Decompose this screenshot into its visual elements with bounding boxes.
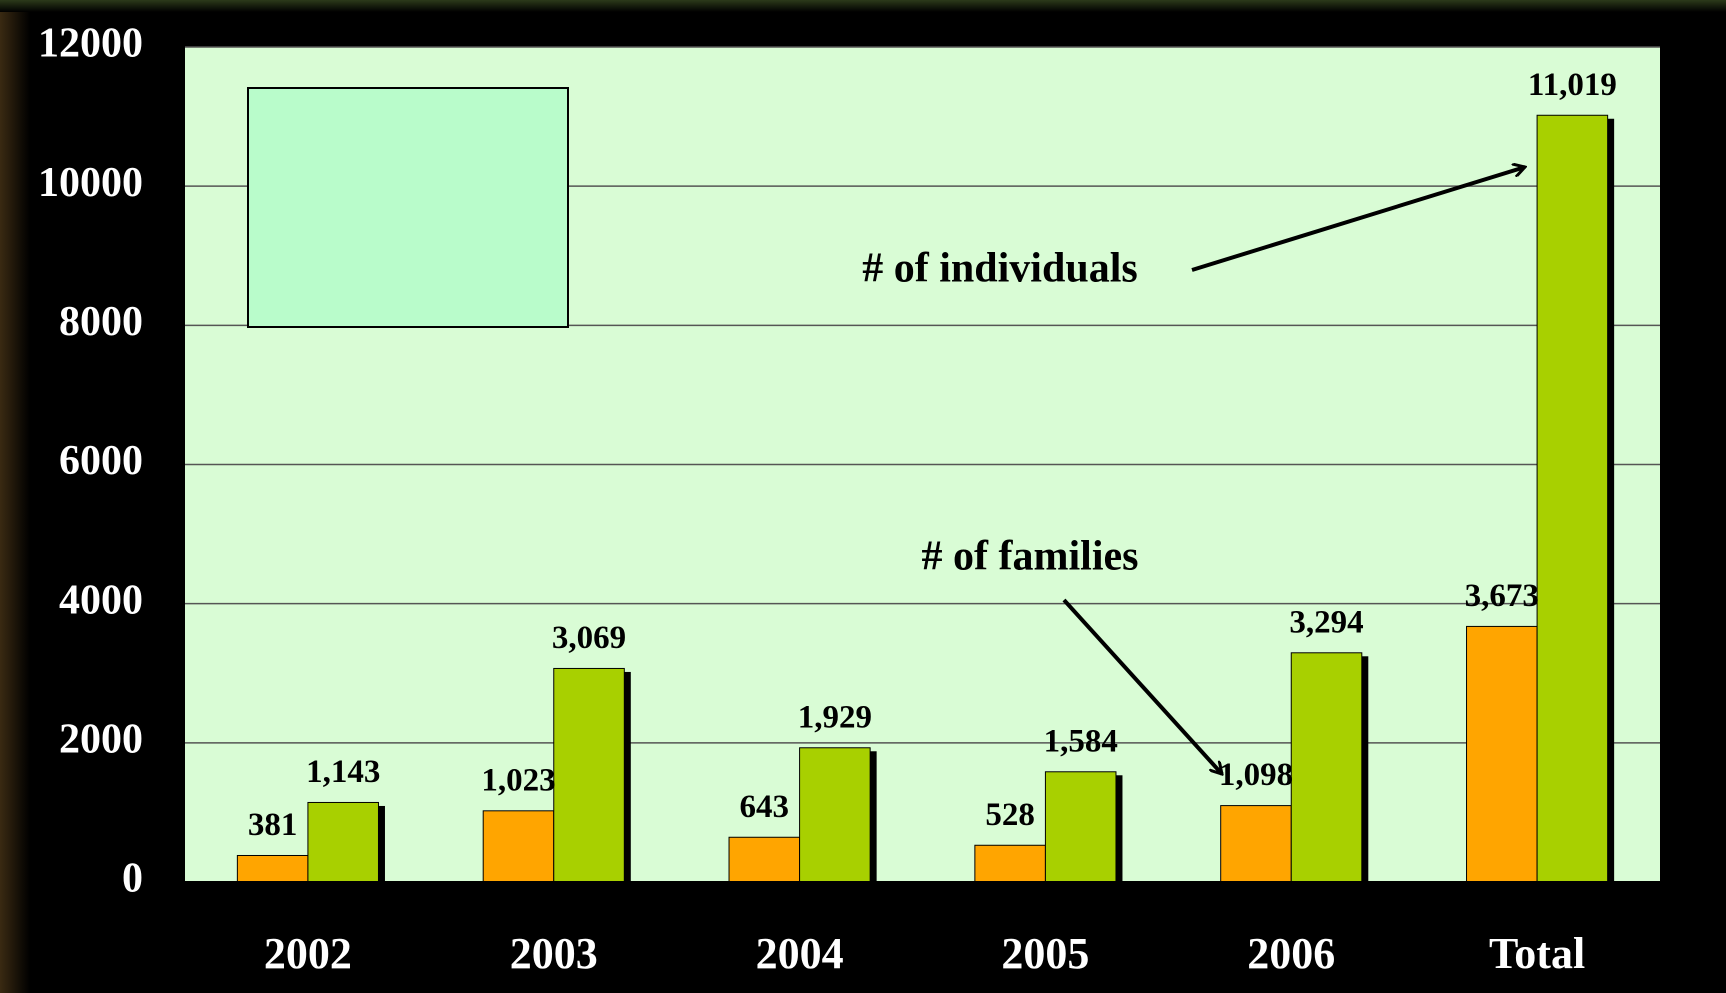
y-tick-label: 8000 <box>59 299 143 345</box>
annotation-arrow <box>1191 167 1525 272</box>
data-label: 1,929 <box>798 699 872 735</box>
bar <box>1466 625 1538 883</box>
data-label: 381 <box>248 807 298 843</box>
x-tick-label: 2005 <box>1001 929 1089 978</box>
x-tick-label: 2006 <box>1247 929 1335 978</box>
bar <box>728 836 801 883</box>
x-tick-label: Total <box>1489 929 1585 978</box>
y-tick-label: 4000 <box>59 577 143 623</box>
bar <box>799 747 871 883</box>
bar <box>482 810 555 883</box>
y-tick-label: 0 <box>122 856 143 902</box>
y-tick-label: 2000 <box>59 716 143 762</box>
x-tick-label: 2004 <box>756 929 844 978</box>
data-label: 1,584 <box>1044 723 1118 759</box>
data-label: 3,069 <box>552 620 626 656</box>
data-label: 1,143 <box>306 754 380 790</box>
y-tick-label: 10000 <box>38 160 143 206</box>
bars <box>236 114 1609 883</box>
annotation-arrow <box>1062 598 1222 774</box>
bar <box>307 801 379 883</box>
data-label: 3,294 <box>1289 604 1363 640</box>
background-edge <box>0 0 30 993</box>
bar <box>1220 805 1292 883</box>
data-label: 3,673 <box>1465 578 1539 614</box>
data-label: 1,023 <box>481 762 555 798</box>
bar <box>553 667 625 883</box>
y-tick-label: 6000 <box>59 438 143 484</box>
annotation: # of individuals <box>862 246 1137 292</box>
bar <box>236 854 309 883</box>
x-tick-label: 2002 <box>264 929 352 978</box>
data-label: 528 <box>985 797 1035 833</box>
data-label: 643 <box>740 789 790 825</box>
y-tick-label: 12000 <box>38 21 143 67</box>
bar <box>974 844 1046 883</box>
legend-box <box>247 87 569 328</box>
background-edge <box>0 0 1726 12</box>
bar <box>1044 771 1117 883</box>
data-label: 1,098 <box>1219 757 1293 793</box>
data-label: 11,019 <box>1528 67 1617 103</box>
bar <box>1290 652 1363 883</box>
x-tick-label: 2003 <box>510 929 598 978</box>
annotation: # of families <box>922 534 1139 580</box>
bar <box>1536 114 1609 883</box>
